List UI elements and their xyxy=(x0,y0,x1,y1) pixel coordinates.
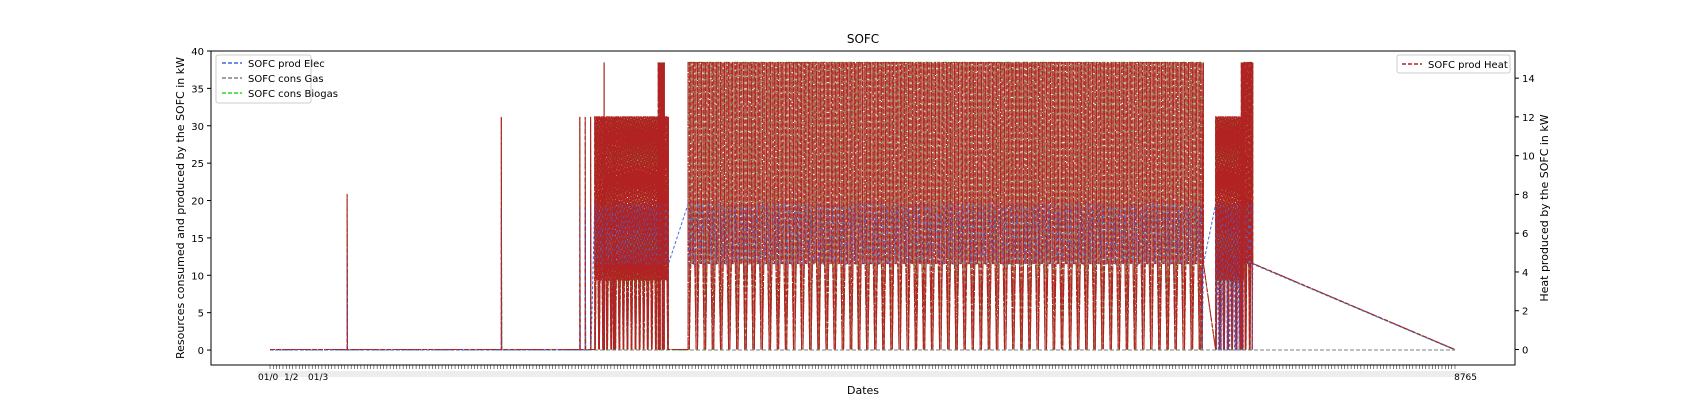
legend-left-box xyxy=(215,54,312,104)
left-y-tick-label: 30 xyxy=(191,122,204,133)
legend-right: SOFC prod Heat xyxy=(1396,54,1511,74)
legend-heat-label: SOFC prod Heat xyxy=(1428,60,1508,71)
right-y-tick-label: 12 xyxy=(1522,113,1535,124)
plot-area xyxy=(270,61,1456,351)
right-y-tick-label: 14 xyxy=(1522,74,1535,85)
plot-frame xyxy=(210,50,1516,366)
right-y-tick-label: 8 xyxy=(1522,190,1528,201)
legend-right-box xyxy=(1396,54,1511,74)
left-y-tick-label: 35 xyxy=(191,84,204,95)
left-y-axis: 0 5 10 15 20 25 30 35 40 xyxy=(191,47,211,357)
left-y-tick-label: 10 xyxy=(191,271,204,282)
left-y-tick-label: 40 xyxy=(191,47,204,58)
left-y-tick-label: 0 xyxy=(198,346,204,357)
x-tick-label: 01/0 xyxy=(258,373,278,383)
left-y-tick-label: 5 xyxy=(198,309,204,320)
legend-elec-label: SOFC prod Elec xyxy=(248,59,325,70)
y-axis-label-left: Resources consumed and produced by the S… xyxy=(174,57,187,359)
legend-gas-label: SOFC cons Gas xyxy=(248,74,324,85)
x-tick-label-band xyxy=(258,371,1467,377)
chart-title: SOFC xyxy=(847,32,879,46)
legend-left: SOFC prod Elec SOFC cons Gas SOFC cons B… xyxy=(215,54,338,104)
x-tick-label: 1/2 xyxy=(284,373,298,383)
left-y-tick-label: 15 xyxy=(191,234,204,245)
y-axis-label-right: Heat produced by the SOFC in kW xyxy=(1538,114,1551,301)
right-y-tick-label: 6 xyxy=(1522,229,1528,240)
x-tick-label-end: 8765 xyxy=(1454,373,1477,383)
x-axis-label: Dates xyxy=(847,384,879,397)
x-axis: 01/0 1/2 01/3 8765 xyxy=(258,365,1477,383)
left-y-tick-label: 20 xyxy=(191,197,204,208)
right-y-tick-label: 2 xyxy=(1522,307,1528,318)
right-y-axis: 0 2 4 6 8 10 12 14 xyxy=(1515,74,1535,356)
right-y-tick-label: 0 xyxy=(1522,345,1528,356)
right-y-tick-label: 4 xyxy=(1522,268,1528,279)
left-y-tick-label: 25 xyxy=(191,159,204,170)
series-line-heat-overlay xyxy=(270,62,1456,350)
right-y-tick-label: 10 xyxy=(1522,152,1535,163)
x-tick-label: 01/3 xyxy=(308,373,328,383)
legend-biogas-label: SOFC cons Biogas xyxy=(248,89,338,100)
